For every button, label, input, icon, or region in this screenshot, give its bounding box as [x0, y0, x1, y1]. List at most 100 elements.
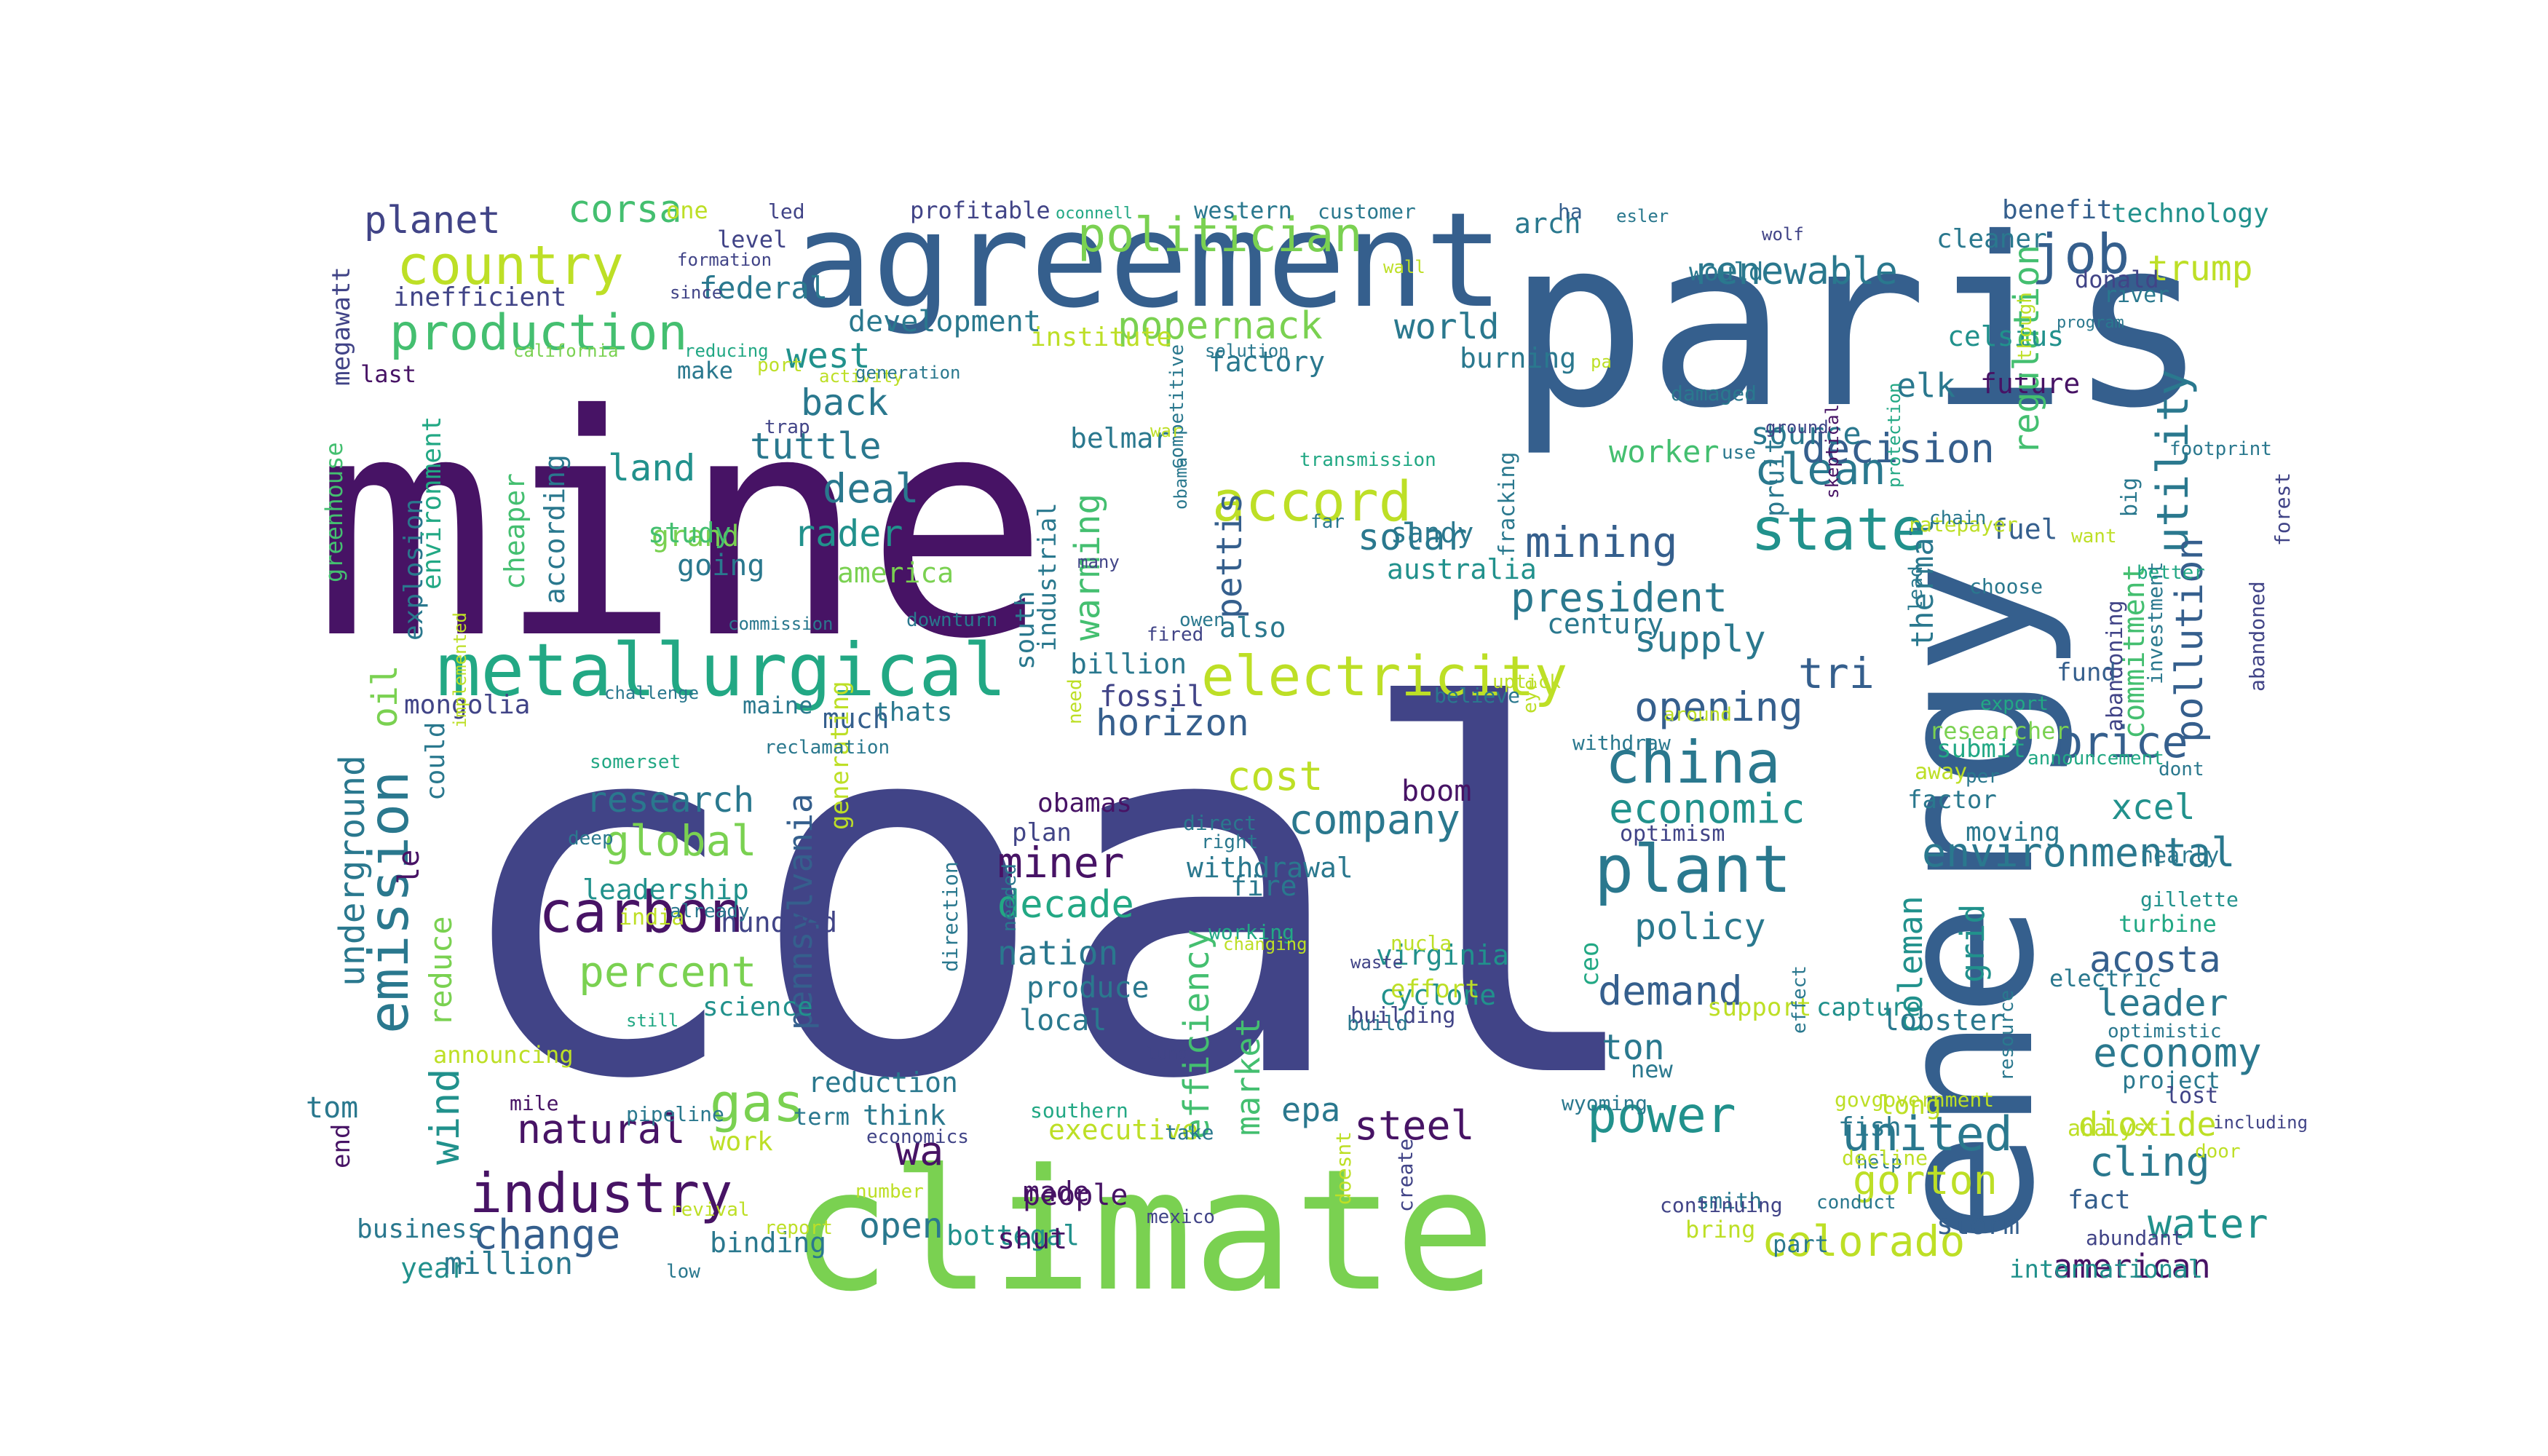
cloud-word-obama: obama — [1171, 457, 1191, 510]
cloud-word-esler: esler — [1616, 206, 1669, 226]
cloud-word-carbon: carbon — [539, 880, 744, 946]
cloud-word-coleman: coleman — [1891, 895, 1930, 1034]
cloud-word-also: also — [1219, 612, 1286, 644]
cloud-word-greenhouse: greenhouse — [320, 442, 348, 582]
cloud-word-le: le — [392, 850, 426, 885]
cloud-word-supply: supply — [1634, 618, 1766, 660]
cloud-word-burning: burning — [1460, 342, 1576, 374]
cloud-word-competitive: competitive — [1166, 344, 1188, 470]
cloud-word-elk: elk — [1896, 366, 1955, 405]
cloud-word-miner: miner — [997, 838, 1125, 887]
cloud-word-direct: direct — [1183, 811, 1257, 835]
cloud-word-environment: environment — [417, 416, 447, 590]
cloud-word-deep: deep — [568, 828, 614, 850]
cloud-word-support: support — [1707, 993, 1811, 1022]
cloud-word-deal: deal — [823, 465, 919, 512]
cloud-word-oconnell: oconnell — [1056, 205, 1133, 223]
cloud-word-conduct: conduct — [1816, 1192, 1896, 1214]
cloud-word-accord: accord — [1212, 469, 1412, 534]
cloud-word-million: million — [444, 1246, 573, 1281]
cloud-word-uptick: uptick — [1492, 671, 1561, 693]
cloud-word-would: would — [1689, 258, 1763, 287]
cloud-word-fact: fact — [2068, 1185, 2131, 1215]
cloud-word-pennsylvania: pennsylvania — [781, 794, 820, 1030]
cloud-word-world: world — [1394, 306, 1500, 347]
cloud-word-lost: lost — [2166, 1083, 2218, 1109]
cloud-word-effect: effect — [1789, 965, 1811, 1034]
cloud-word-back: back — [801, 381, 888, 424]
cloud-word-china: china — [1605, 729, 1781, 796]
cloud-word-tom: tom — [306, 1091, 358, 1125]
cloud-word-xcel: xcel — [2111, 787, 2196, 828]
cloud-word-rader: rader — [794, 513, 903, 555]
cloud-word-withdraw: withdraw — [1572, 731, 1671, 755]
cloud-word-source: source — [1751, 416, 1861, 451]
cloud-word-production: production — [389, 304, 687, 362]
cloud-word-acosta: acosta — [2089, 938, 2221, 981]
cloud-word-led: led — [768, 199, 805, 223]
cloud-word-eye: eye — [1519, 679, 1541, 713]
cloud-word-river: river — [2104, 282, 2169, 308]
cloud-word-benefit: benefit — [2002, 195, 2113, 225]
cloud-word-climate: climate — [790, 1134, 1495, 1329]
cloud-word-study: study — [648, 517, 731, 549]
cloud-word-believe: believe — [1434, 684, 1520, 708]
cloud-word-factory: factory — [1208, 346, 1325, 378]
cloud-word-build: build — [1347, 1011, 1408, 1035]
cloud-word-pruitt: pruitt — [1760, 422, 1790, 517]
cloud-word-wall: wall — [1383, 257, 1425, 277]
cloud-word-waste: waste — [1350, 952, 1403, 973]
cloud-word-choose: choose — [1969, 574, 2043, 598]
cloud-word-direction: direction — [938, 861, 962, 972]
cloud-word-inefficient: inefficient — [393, 282, 566, 312]
cloud-word-many: many — [1077, 552, 1120, 572]
cloud-word-abundant: abundant — [2086, 1226, 2184, 1250]
cloud-word-popernack: popernack — [1117, 304, 1323, 348]
cloud-word-trap: trap — [764, 416, 810, 438]
cloud-word-level: level — [717, 226, 787, 253]
cloud-word-federal: federal — [699, 270, 828, 306]
cloud-word-number: number — [855, 1181, 924, 1203]
cloud-word-binding: binding — [710, 1227, 826, 1259]
cloud-word-right: right — [1201, 831, 1258, 853]
cloud-word-obamas: obamas — [1037, 788, 1132, 818]
cloud-word-pettis: pettis — [1209, 493, 1250, 619]
cloud-word-ground: ground — [1765, 417, 1829, 438]
cloud-word-smith: smith — [1696, 1189, 1762, 1214]
cloud-word-downturn: downturn — [906, 609, 997, 631]
cloud-word-united: united — [1842, 1107, 2013, 1162]
cloud-word-mile: mile — [510, 1091, 558, 1115]
cloud-word-price: price — [2057, 717, 2188, 768]
cloud-word-needed: needed — [999, 863, 1021, 932]
cloud-word-pollution: pollution — [2168, 537, 2212, 743]
cloud-word-reduction: reduction — [808, 1067, 958, 1099]
cloud-word-help: help — [1856, 1152, 1902, 1174]
cloud-word-president: president — [1511, 574, 1728, 621]
cloud-word-want: want — [2071, 526, 2117, 547]
cloud-word-open: open — [859, 1206, 943, 1246]
cloud-word-nation: nation — [997, 933, 1118, 973]
cloud-word-underground: underground — [332, 755, 373, 986]
cloud-word-southern: southern — [1030, 1099, 1128, 1123]
cloud-word-submit: submit — [1936, 735, 2026, 764]
cloud-word-electric: electric — [2049, 965, 2161, 992]
cloud-word-clean: clean — [1754, 444, 1886, 495]
cloud-word-demand: demand — [1598, 968, 1743, 1014]
cloud-word-program: program — [2057, 314, 2124, 332]
cloud-word-tri: tri — [1798, 649, 1875, 698]
cloud-word-create: create — [1393, 1139, 1417, 1212]
cloud-word-implemented: implemented — [450, 612, 470, 728]
cloud-word-fire: fire — [1230, 870, 1297, 902]
cloud-word-customer: customer — [1318, 199, 1416, 223]
cloud-word-though: though — [2014, 292, 2036, 360]
cloud-word-still: still — [626, 1010, 678, 1031]
cloud-word-somerset: somerset — [590, 751, 681, 773]
cloud-word-agreement: agreement — [794, 185, 1503, 337]
cloud-word-epa: epa — [1281, 1091, 1340, 1129]
cloud-word-celsius: celsius — [1947, 320, 2064, 352]
cloud-word-local: local — [1019, 1004, 1107, 1037]
cloud-word-pipeline: pipeline — [626, 1102, 724, 1126]
cloud-word-plant: plant — [1594, 831, 1792, 908]
cloud-word-india: india — [619, 905, 684, 930]
cloud-word-use: use — [1722, 442, 1756, 464]
